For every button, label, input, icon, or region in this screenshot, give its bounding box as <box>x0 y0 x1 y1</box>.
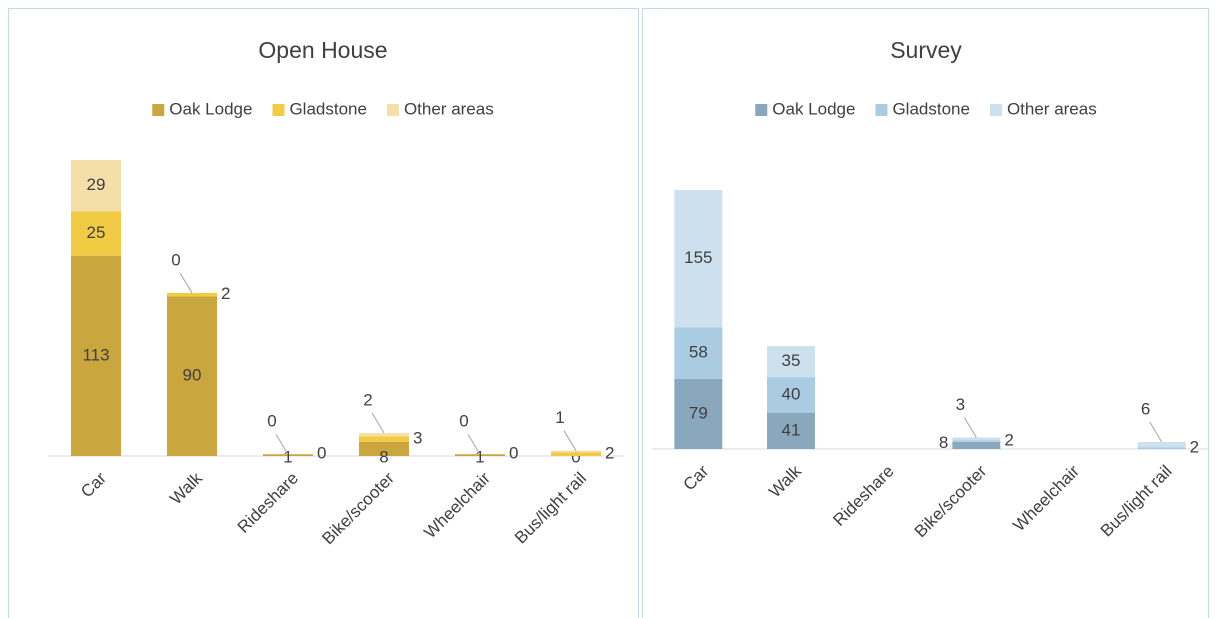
leader-line <box>1149 421 1163 443</box>
leader-line <box>563 430 577 451</box>
x-tick-label: Wheelchair <box>1009 461 1083 535</box>
bar-segment <box>674 327 723 379</box>
bar-segment <box>674 190 723 328</box>
data-label: 1 <box>283 447 292 466</box>
bar-segment <box>263 454 313 456</box>
bar-segment <box>551 450 601 453</box>
bar-segment <box>359 441 409 456</box>
leader-line <box>467 433 481 455</box>
legend-label: Gladstone <box>289 99 367 118</box>
x-tick-label: Rideshare <box>829 462 897 530</box>
data-label: 155 <box>684 248 712 267</box>
bar-segment <box>1137 441 1186 448</box>
data-label: 1 <box>475 447 484 466</box>
x-tick-label: Car <box>680 461 713 494</box>
data-label: 29 <box>87 175 106 194</box>
chart-title: Survey <box>890 37 962 63</box>
bar-segment <box>767 412 815 449</box>
x-tick-label: Bus/light rail <box>1097 462 1176 541</box>
x-tick-label: Car <box>77 468 110 501</box>
legend-label: Other areas <box>1007 99 1097 118</box>
data-label: 8 <box>379 447 388 466</box>
data-label: 2 <box>363 390 372 409</box>
leader-line <box>179 272 193 294</box>
bar-segment <box>551 452 601 456</box>
leader-line <box>275 433 289 455</box>
x-tick-label: Bike/scooter <box>911 461 991 541</box>
bar-segment <box>952 440 1001 442</box>
bar-segment <box>359 436 409 442</box>
legend-swatch <box>386 104 399 116</box>
bar-segment <box>71 160 121 212</box>
bar-segment <box>674 378 723 449</box>
bar-segment <box>167 296 217 456</box>
data-label: 0 <box>459 412 468 431</box>
bar-segment <box>71 211 121 256</box>
data-label: 58 <box>689 343 708 362</box>
data-label: 0 <box>571 447 580 466</box>
data-label: 0 <box>317 444 326 463</box>
legend-swatch <box>875 104 888 116</box>
data-label: 79 <box>689 403 708 422</box>
leader-line <box>371 412 385 434</box>
data-label: 90 <box>183 366 202 385</box>
legend-swatch <box>989 104 1002 116</box>
bar-segment <box>71 255 121 456</box>
data-label: 0 <box>509 444 518 463</box>
legend-swatch <box>755 104 768 116</box>
data-label: 0 <box>171 250 180 269</box>
bar-segment <box>952 437 1001 441</box>
x-tick-label: Walk <box>765 461 805 501</box>
x-tick-label: Bus/light rail <box>511 469 590 548</box>
bar-segment <box>167 292 217 297</box>
data-label: 2 <box>1190 438 1199 457</box>
x-tick-label: Rideshare <box>234 469 302 537</box>
data-label: 113 <box>82 345 109 364</box>
legend-label: Other areas <box>404 99 494 118</box>
data-label: 25 <box>87 223 106 242</box>
bar-segment <box>767 346 815 378</box>
legend-swatch <box>272 104 285 116</box>
bar-segment <box>952 441 1001 449</box>
data-label: 2 <box>1004 431 1013 450</box>
panel-border <box>642 8 1209 618</box>
data-label: 6 <box>1141 399 1150 418</box>
legend-label: Oak Lodge <box>772 99 855 118</box>
data-label: 2 <box>605 444 614 463</box>
panel-border <box>8 8 639 618</box>
legend-label: Gladstone <box>892 99 970 118</box>
data-label: 2 <box>221 284 230 303</box>
legend-swatch <box>152 104 165 116</box>
x-tick-label: Walk <box>166 468 206 508</box>
bar-segment <box>359 432 409 437</box>
bar-segment <box>767 377 815 413</box>
data-label: 1 <box>555 408 564 427</box>
data-label: 0 <box>267 412 276 431</box>
x-tick-label: Wheelchair <box>420 468 494 542</box>
data-label: 41 <box>782 420 801 439</box>
data-label: 35 <box>782 351 801 370</box>
bar-segment <box>1137 447 1186 449</box>
data-label: 3 <box>956 395 965 414</box>
chart-title: Open House <box>258 37 387 63</box>
leader-line <box>963 417 977 438</box>
data-label: 3 <box>413 429 422 448</box>
data-label: 8 <box>939 433 948 452</box>
bar-segment <box>455 454 505 456</box>
legend-label: Oak Lodge <box>169 99 252 118</box>
data-label: 40 <box>782 384 801 403</box>
x-tick-label: Bike/scooter <box>318 468 398 548</box>
